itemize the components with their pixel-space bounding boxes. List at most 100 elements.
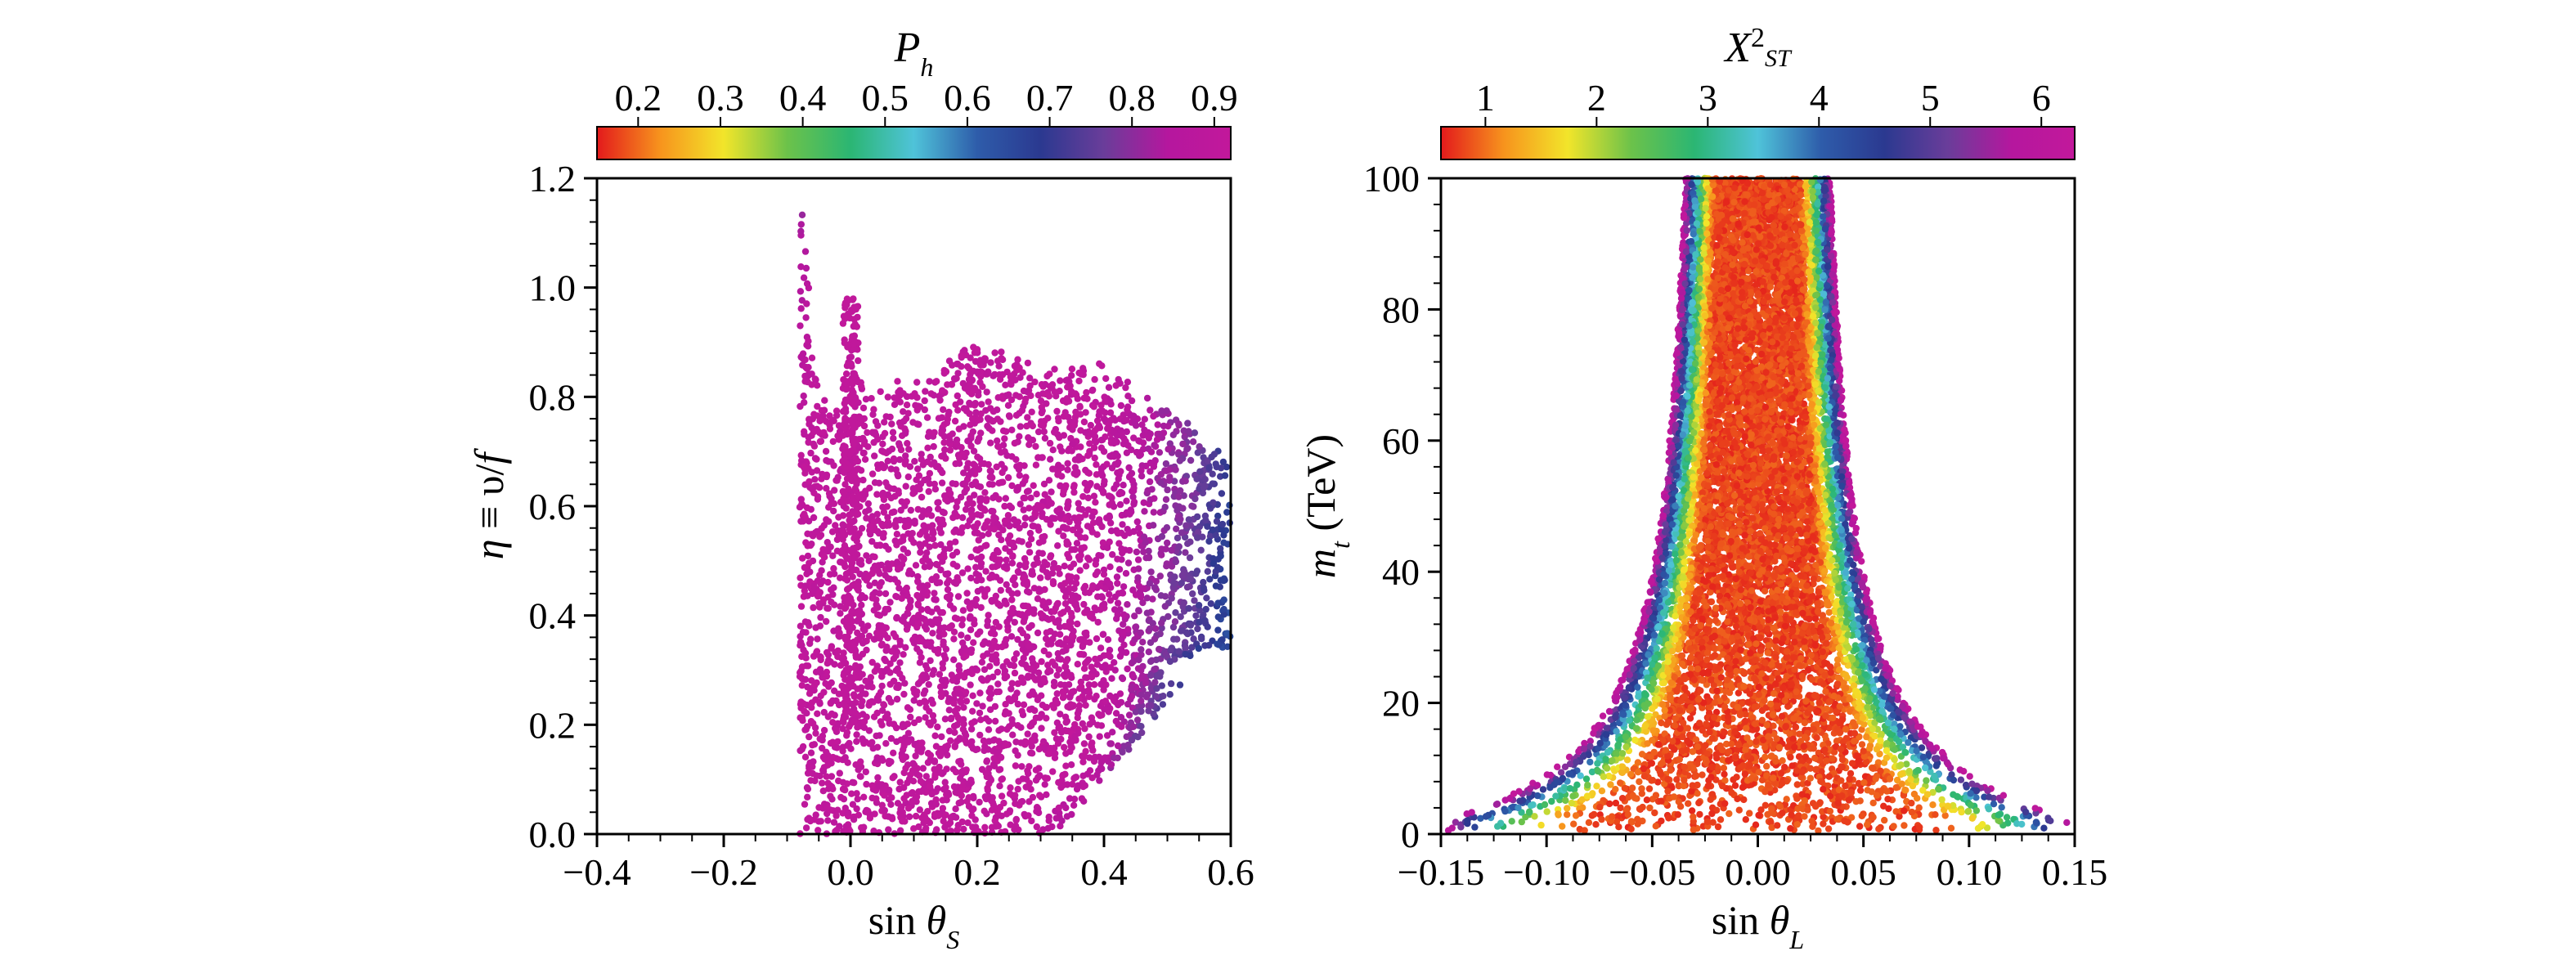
scatter-point [937, 752, 944, 759]
scatter-point [1129, 397, 1135, 404]
scatter-point [1176, 543, 1183, 550]
scatter-point [1132, 419, 1138, 425]
scatter-point [1046, 393, 1052, 399]
scatter-point [850, 399, 856, 406]
scatter-point [994, 669, 1001, 675]
scatter-point [918, 788, 925, 795]
scatter-point [1084, 452, 1091, 459]
scatter-point [812, 624, 819, 630]
scatter-point [1206, 464, 1213, 471]
scatter-point [899, 595, 905, 602]
scatter-point [1173, 559, 1179, 565]
scatter-point [905, 473, 912, 480]
scatter-point [865, 500, 872, 507]
scatter-point [854, 538, 860, 545]
scatter-point [900, 545, 907, 552]
scatter-point [984, 677, 990, 684]
scatter-point [1093, 635, 1100, 642]
scatter-point [840, 320, 846, 326]
scatter-point [1129, 693, 1135, 700]
scatter-point [923, 773, 930, 779]
scatter-point [1027, 495, 1034, 501]
scatter-point [1147, 568, 1154, 575]
scatter-point [824, 579, 831, 585]
scatter-point [971, 491, 977, 498]
scatter-point [871, 554, 877, 560]
scatter-point [1089, 582, 1096, 589]
scatter-point [1188, 503, 1195, 509]
scatter-point [814, 711, 820, 717]
scatter-point [798, 221, 805, 227]
scatter-point [824, 673, 830, 680]
scatter-point [1115, 376, 1122, 383]
scatter-point [802, 676, 809, 683]
scatter-point [1042, 491, 1048, 498]
scatter-point [886, 566, 892, 572]
scatter-point [850, 691, 857, 698]
scatter-point [1033, 491, 1039, 497]
scatter-point [974, 346, 981, 352]
scatter-point [952, 460, 958, 467]
scatter-point [830, 462, 837, 469]
scatter-point [1146, 648, 1152, 655]
scatter-point [1153, 685, 1160, 692]
scatter-point [1013, 650, 1020, 657]
scatter-point [846, 618, 852, 625]
scatter-point [921, 690, 927, 697]
scatter-point [1151, 509, 1157, 515]
scatter-point [918, 514, 925, 520]
scatter-point [1097, 712, 1103, 719]
scatter-point [1066, 618, 1073, 625]
scatter-point [975, 392, 981, 398]
scatter-point [942, 655, 949, 662]
scatter-point [1138, 421, 1145, 428]
scatter-point [1120, 642, 1127, 648]
scatter-point [1069, 781, 1075, 787]
scatter-point [1104, 425, 1111, 432]
scatter-point [1051, 705, 1057, 711]
scatter-point [978, 576, 985, 583]
scatter-point [957, 672, 963, 679]
scatter-point [922, 397, 928, 404]
scatter-point [1104, 545, 1111, 551]
scatter-point [1209, 500, 1216, 506]
scatter-point [900, 390, 907, 397]
scatter-point [981, 505, 987, 512]
scatter-point [1063, 538, 1070, 545]
scatter-point [1091, 493, 1097, 500]
scatter-point [886, 661, 893, 667]
scatter-point [1222, 472, 1228, 478]
scatter-point [931, 443, 937, 450]
scatter-point [1082, 748, 1088, 755]
scatter-point [913, 624, 920, 630]
scatter-point [846, 512, 853, 518]
scatter-point [1047, 440, 1053, 446]
scatter-point [1079, 644, 1086, 650]
scatter-point [1120, 590, 1126, 596]
scatter-point [929, 576, 936, 582]
scatter-point [1142, 680, 1149, 686]
scatter-point [890, 750, 896, 756]
scatter-point [810, 583, 817, 590]
scatter-point [965, 669, 972, 675]
scatter-point [999, 775, 1006, 782]
scatter-point [847, 746, 854, 752]
scatter-point [804, 593, 810, 599]
scatter-point [1138, 708, 1144, 715]
scatter-point [1075, 661, 1081, 667]
scatter-point [846, 315, 853, 321]
scatter-point [1094, 722, 1101, 729]
scatter-point [864, 808, 871, 814]
scatter-point [895, 666, 901, 672]
scatter-point [1025, 609, 1031, 616]
scatter-point [824, 817, 831, 823]
scatter-point [904, 621, 910, 628]
scatter-point [1030, 794, 1036, 801]
colorbar-tick-label: 0.6 [944, 77, 991, 119]
scatter-point [1054, 720, 1061, 726]
scatter-point [1021, 495, 1027, 501]
scatter-point [1165, 446, 1171, 452]
scatter-point [817, 653, 824, 660]
scatter-point [1003, 428, 1009, 435]
scatter-point [1078, 545, 1084, 551]
